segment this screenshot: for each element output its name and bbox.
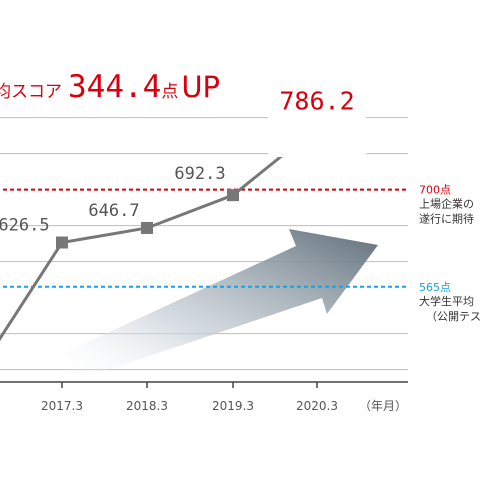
x-tick-label: 2020.3 — [296, 399, 338, 413]
data-label-latest: 786.2 — [279, 87, 354, 116]
chart-title: 均スコア 344.4点 UP — [0, 69, 220, 105]
x-tick-label: 2017.3 — [41, 399, 83, 413]
trend-arrow-shape — [66, 229, 378, 382]
reference-score-label: 700点 — [419, 184, 451, 197]
x-tick-label: 2019.3 — [212, 399, 254, 413]
reference-description: 大学生平均 — [419, 294, 474, 308]
title-unit: 点 — [161, 82, 178, 102]
data-label: 626.5 — [0, 216, 50, 236]
x-axis-unit-label: （年月） — [359, 399, 407, 413]
trend-arrow — [66, 229, 378, 382]
title-value: 344.4 — [68, 69, 161, 105]
reference-score-label: 565点 — [419, 281, 451, 294]
reference-description: 上場企業の — [419, 197, 474, 211]
title-prefix: 均スコア — [0, 82, 62, 102]
data-point — [141, 221, 153, 234]
x-tick-label: 2018.3 — [126, 399, 168, 413]
data-label: 692.3 — [174, 164, 225, 184]
latest-label-bg — [268, 117, 366, 157]
data-point — [56, 236, 68, 249]
reference-description: 遂行に期待 — [419, 212, 474, 226]
gridlines — [0, 117, 408, 371]
reference-description: （公開テス — [426, 310, 480, 323]
title-suffix: UP — [181, 70, 220, 104]
data-label: 646.7 — [88, 201, 139, 221]
data-labels: 626.5 646.7 692.3 786.2 — [0, 87, 366, 236]
data-point — [227, 189, 239, 202]
